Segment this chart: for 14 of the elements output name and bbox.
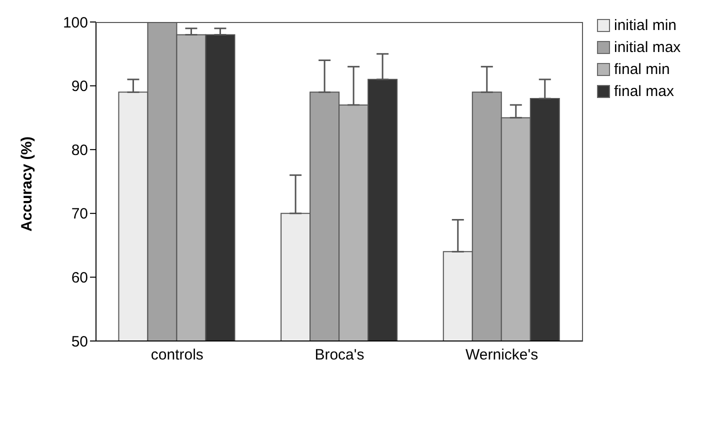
y-tick-label: 70 [71, 206, 88, 223]
y-axis-title: Accuracy (%) [18, 136, 36, 232]
x-tick-label: controls [150, 346, 204, 364]
x-tick-label: Wernicke's [466, 346, 538, 364]
legend-label: initial min [614, 16, 677, 34]
legend-label: initial max [614, 38, 681, 56]
y-tick-label: 60 [71, 270, 88, 287]
y-tick-label: 90 [71, 78, 88, 96]
y-tick-label: 100 [62, 14, 88, 32]
y-tick-label: 50 [71, 333, 88, 350]
legend-label: final max [614, 82, 674, 100]
legend-label: final min [614, 60, 670, 78]
y-tick-label: 80 [71, 142, 88, 159]
x-tick-label: Broca's [314, 346, 364, 364]
